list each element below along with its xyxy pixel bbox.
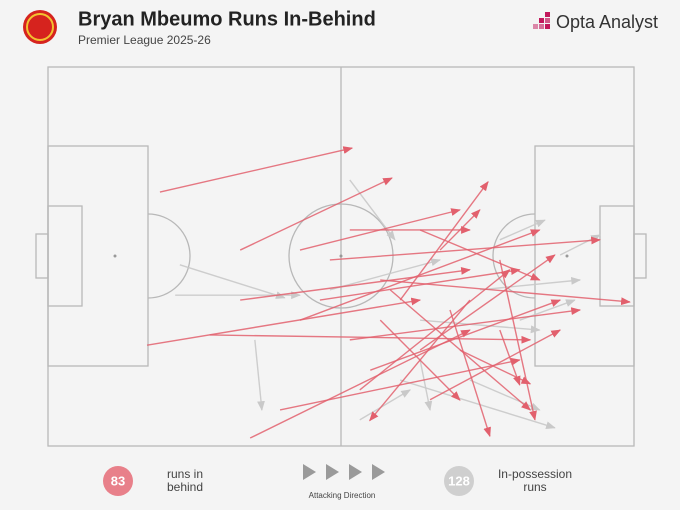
run-arrow (240, 267, 471, 301)
club-badge (23, 10, 57, 44)
run-arrow (299, 208, 461, 251)
run-arrow (299, 229, 541, 321)
run-arrow (370, 299, 562, 371)
run-arrow (439, 209, 481, 251)
run-arrow (249, 329, 471, 439)
direction-arrows (303, 464, 385, 480)
run-arrow (419, 359, 433, 411)
legend: 83 runs in behind 128 In-possession runs… (103, 464, 573, 500)
legend-marker (444, 466, 474, 496)
legend-label: runs in behind (166, 468, 204, 494)
run-arrow (254, 339, 265, 411)
run-arrow (329, 258, 441, 291)
run-arrow (359, 389, 411, 421)
run-arrow (420, 319, 541, 334)
run-arrow (499, 329, 521, 386)
legend-count: 83 (111, 473, 125, 488)
run-arrow (159, 146, 354, 193)
run-arrow (146, 297, 422, 346)
run-arrow (479, 276, 582, 291)
brand: Opta Analyst (556, 12, 658, 32)
legend-label-box: runs in behind (166, 468, 204, 494)
legend-label: In-possession runs (497, 468, 573, 494)
run-arrow (329, 236, 601, 261)
run-arrow (179, 264, 286, 299)
run-arrow (279, 357, 521, 411)
run-arrow (349, 307, 582, 341)
run-arrow (459, 349, 532, 385)
legend-count: 128 (448, 473, 470, 488)
pitch (35, 66, 647, 447)
run-arrow (359, 269, 511, 391)
runs (146, 146, 631, 439)
run-arrow (319, 267, 521, 301)
run-arrow (419, 229, 541, 281)
subtitle: Premier League 2025-26 (78, 33, 211, 47)
run-arrow (379, 319, 461, 401)
legend-label-box: In-possession runs (497, 468, 573, 494)
run-arrow (449, 309, 491, 438)
run-arrow (499, 259, 537, 421)
legend-marker (103, 466, 133, 496)
direction-label: Attacking Direction (309, 491, 376, 500)
run-arrow (239, 177, 393, 251)
brand-icon (533, 12, 550, 29)
run-arrow (399, 181, 489, 301)
run-arrow (499, 219, 546, 241)
title: Bryan Mbeumo Runs In-Behind (78, 8, 376, 30)
